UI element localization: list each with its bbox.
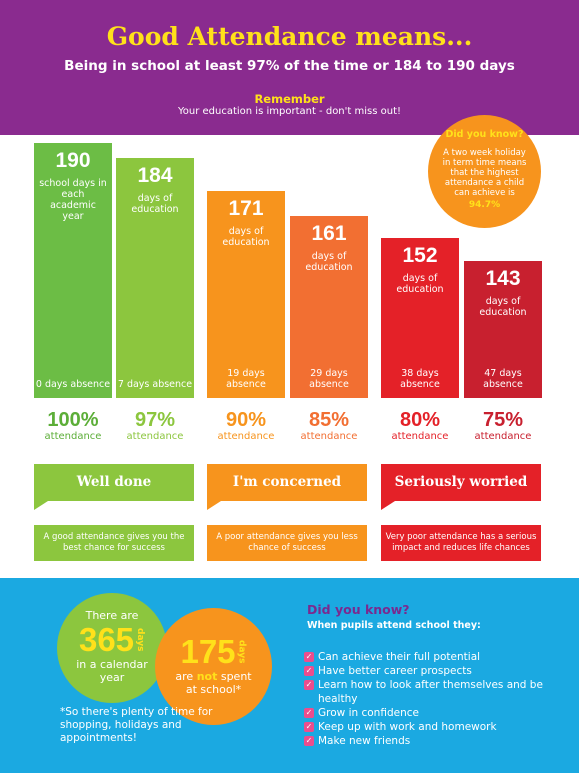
list-item: ✓ Have better career prospects (304, 664, 554, 678)
non-school-days-circle: 175days are not spent at school* (155, 608, 272, 725)
bar-absence: 47 days absence (483, 368, 523, 390)
percent-2: 90% (225, 409, 267, 431)
bar-value: 184 (137, 164, 173, 187)
benefits-title: Did you know? (307, 602, 410, 617)
benefit-text: Have better career prospects (318, 665, 472, 677)
footnote: *So there's plenty of time for shopping,… (60, 706, 213, 744)
non-school-days-emphasis: not (196, 670, 218, 683)
status-description-1: A poor attendance gives you less chance … (207, 525, 367, 561)
calendar-days-bottom: in a calendar year (76, 658, 148, 684)
bar-5: 143 days of education 47 days absence (464, 260, 542, 398)
bar-label: days of education (396, 273, 444, 295)
bar-value: 161 (311, 221, 347, 245)
percent-label-1: attendance (126, 431, 184, 442)
holiday-fact-value: 94.7% (468, 200, 501, 210)
bar-value: 190 (55, 149, 91, 172)
list-item: ✓ Keep up with work and homework (304, 720, 554, 734)
check-icon: ✓ (304, 680, 314, 690)
holiday-fact-circle: Did you know? A two week holiday in term… (428, 115, 541, 228)
non-school-days-line1: are not spent (155, 670, 272, 683)
calendar-days-top: There are (85, 609, 139, 622)
status-description-0: A good attendance gives you the best cha… (34, 525, 194, 561)
status-concerned: I'm concerned (207, 464, 367, 501)
percent-label-0: attendance (44, 431, 102, 442)
percent-label-5: attendance (474, 431, 532, 442)
percent-0: 100% (47, 409, 99, 431)
header-banner: Good Attendance means... Being in school… (0, 0, 579, 135)
page-subtitle: Being in school at least 97% of the time… (64, 58, 515, 74)
list-item: ✓ Learn how to look after themselves and … (304, 678, 554, 706)
non-school-days-unit: days (236, 640, 247, 664)
status-seriously-worried: Seriously worried (381, 464, 541, 501)
list-item: ✓ Make new friends (304, 734, 554, 748)
status-well-done: Well done (34, 464, 194, 501)
bar-label: school days in each academic year (39, 178, 107, 222)
bar-value: 152 (402, 244, 438, 267)
list-item: ✓ Grow in confidence (304, 706, 554, 720)
non-school-days-post: spent (220, 670, 252, 683)
percent-5: 75% (482, 409, 524, 431)
benefit-text: Grow in confidence (318, 707, 419, 719)
bar-label: days of education (479, 295, 527, 318)
bar-value: 171 (228, 196, 264, 220)
bar-4: 152 days of education 38 days absence (381, 238, 459, 398)
bar-absence: 38 days absence (400, 368, 440, 390)
status-tail (381, 501, 395, 510)
percent-label-2: attendance (217, 431, 275, 442)
check-icon: ✓ (304, 666, 314, 676)
benefits-list: ✓ Can achieve their full potential ✓ Have … (304, 650, 554, 748)
non-school-days-pre: are (175, 670, 194, 683)
bar-2: 171 days of education 19 days absence (207, 190, 285, 398)
calendar-days-number: 365 (78, 621, 135, 658)
benefits-subtitle: When pupils attend school they: (307, 620, 481, 631)
bar-absence: 7 days absence (117, 379, 193, 390)
benefit-text: Keep up with work and homework (318, 721, 497, 733)
bar-absence: 0 days absence (35, 379, 111, 390)
holiday-fact-title: Did you know? (445, 129, 524, 140)
status-tail (207, 501, 221, 510)
calendar-days-unit: days (135, 628, 146, 652)
page-title: Good Attendance means... (106, 22, 473, 51)
bar-absence: 29 days absence (309, 368, 349, 390)
bar-3: 161 days of education 29 days absence (290, 215, 368, 398)
check-icon: ✓ (304, 652, 314, 662)
bar-absence: 19 days absence (226, 368, 266, 390)
bar-0: 190 school days in each academic year 0 … (34, 143, 112, 398)
check-icon: ✓ (304, 722, 314, 732)
check-icon: ✓ (304, 708, 314, 718)
benefit-text: Make new friends (318, 735, 411, 747)
holiday-fact-text: A two week holiday in term time means th… (442, 148, 527, 198)
remember-heading: Remember (254, 92, 325, 106)
non-school-days-line2: at school* (185, 683, 242, 696)
non-school-days-number: 175 (180, 633, 236, 670)
percent-1: 97% (134, 409, 176, 431)
status-description-2: Very poor attendance has a serious impac… (381, 525, 541, 561)
percent-label-3: attendance (300, 431, 358, 442)
status-tail (34, 501, 48, 510)
bar-label: days of education (305, 250, 353, 273)
bar-label: days of education (131, 193, 179, 215)
bar-label: days of education (222, 225, 270, 248)
list-item: ✓ Can achieve their full potential (304, 650, 554, 664)
percent-label-4: attendance (391, 431, 449, 442)
benefit-text: Can achieve their full potential (318, 651, 481, 663)
percent-3: 85% (308, 409, 350, 431)
check-icon: ✓ (304, 736, 314, 746)
percent-4: 80% (399, 409, 441, 431)
bar-value: 143 (485, 266, 521, 290)
bar-1: 184 days of education 7 days absence (116, 158, 194, 398)
calendar-days-circle: There are 365days in a calendar year (57, 593, 167, 703)
remember-text: Your education is important - don't miss… (177, 106, 402, 117)
benefit-text: Learn how to look after themselves and b… (318, 679, 543, 705)
